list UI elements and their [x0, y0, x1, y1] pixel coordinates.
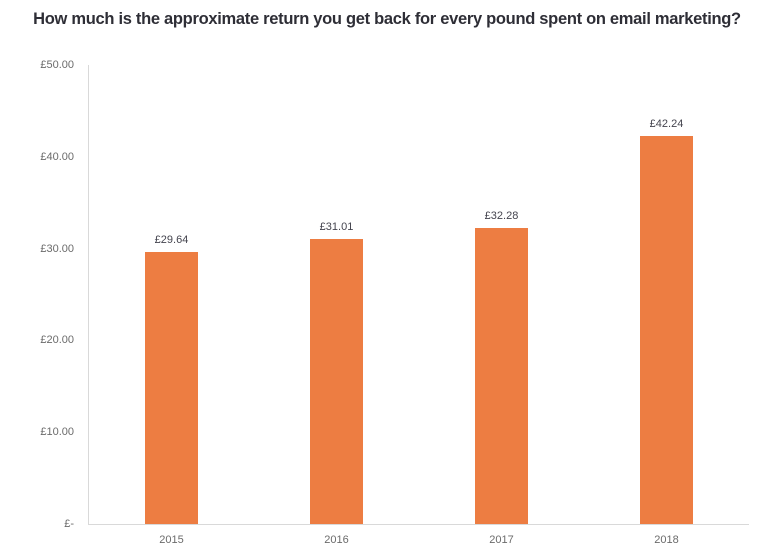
bar-2015: [145, 251, 198, 524]
bar-value-label: £31.01: [319, 221, 354, 234]
bar-2017: [475, 227, 528, 524]
bar-2018: [640, 136, 693, 524]
bar-slot: £29.64 2015: [89, 65, 254, 546]
y-axis: £- £10.00 £20.00 £30.00 £40.00 £50.00: [0, 59, 80, 530]
y-tick-label: £40.00: [40, 150, 74, 163]
x-category-label: 2018: [654, 534, 679, 546]
bar-slot: £31.01 2016: [254, 65, 419, 546]
x-category-label: 2015: [159, 534, 184, 546]
y-tick-label: £-: [64, 518, 74, 530]
bar-slot: £32.28 2017: [419, 65, 584, 546]
bar-2016: [310, 239, 363, 524]
chart-title: How much is the approximate return you g…: [33, 10, 741, 28]
bar-value-label: £42.24: [649, 118, 684, 131]
bar-slot: £42.24 2018: [584, 65, 749, 546]
y-tick-label: £50.00: [40, 59, 74, 71]
y-tick-label: £20.00: [40, 334, 74, 347]
y-tick-label: £10.00: [40, 426, 74, 439]
bar-value-label: £29.64: [154, 233, 189, 246]
bars-container: £29.64 2015 £31.01 2016 £32.28 2017 £42.24 2018: [89, 65, 749, 546]
bar-value-label: £32.28: [484, 209, 519, 222]
x-category-label: 2017: [489, 534, 514, 546]
x-category-label: 2016: [324, 534, 349, 546]
y-tick-label: £30.00: [40, 242, 74, 255]
plot-area: £- £10.00 £20.00 £30.00 £40.00 £50.00 £29.64 2…: [40, 59, 749, 546]
